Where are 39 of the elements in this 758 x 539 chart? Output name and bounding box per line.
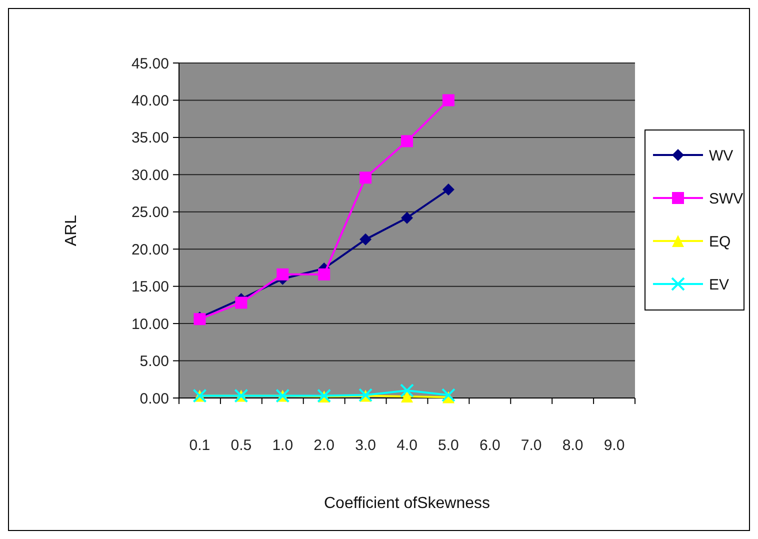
y-tick-label: 15.00 (131, 278, 169, 296)
legend-label: EQ (709, 233, 731, 250)
x-tick-label: 0.1 (189, 437, 210, 454)
point (318, 268, 330, 280)
x-axis-title: Coefficient ofSkewness (324, 495, 490, 512)
y-tick-label: 30.00 (131, 166, 169, 184)
point (442, 94, 454, 106)
point (442, 184, 454, 196)
point (235, 296, 248, 309)
y-axis-title: ARL (63, 214, 80, 246)
legend-label: WV (709, 147, 734, 164)
point (276, 268, 289, 280)
y-tick-label: 45.00 (131, 55, 169, 72)
x-tick-label: 6.0 (479, 437, 500, 454)
y-tick-label: 5.00 (140, 353, 169, 370)
point (360, 233, 372, 246)
y-tick-label: 20.00 (131, 241, 169, 258)
y-tick-label: 40.00 (131, 92, 169, 110)
x-tick-label: 7.0 (520, 437, 542, 454)
x-tick-label: 2.0 (314, 437, 335, 454)
x-tick-label: 1.0 (272, 437, 294, 454)
x-tick-label: 4.0 (396, 437, 418, 454)
y-tick-label: 0.00 (140, 390, 169, 408)
x-tick-label: 9.0 (604, 437, 625, 454)
y-tick-label: 10.00 (131, 316, 169, 333)
x-tick-label: 0.5 (230, 437, 252, 454)
legend-label: SWV (709, 190, 744, 208)
legend-label: EV (709, 276, 730, 294)
x-tick-label: 3.0 (355, 437, 376, 454)
point (441, 388, 456, 402)
point (360, 172, 372, 184)
x-tick-label: 5.0 (438, 437, 459, 454)
point (400, 384, 414, 398)
point (401, 212, 413, 224)
x-tick-label: 8.0 (562, 437, 584, 454)
y-tick-label: 25.00 (131, 204, 169, 222)
point (401, 135, 413, 148)
y-tick-label: 35.00 (131, 130, 169, 147)
point (401, 390, 413, 403)
